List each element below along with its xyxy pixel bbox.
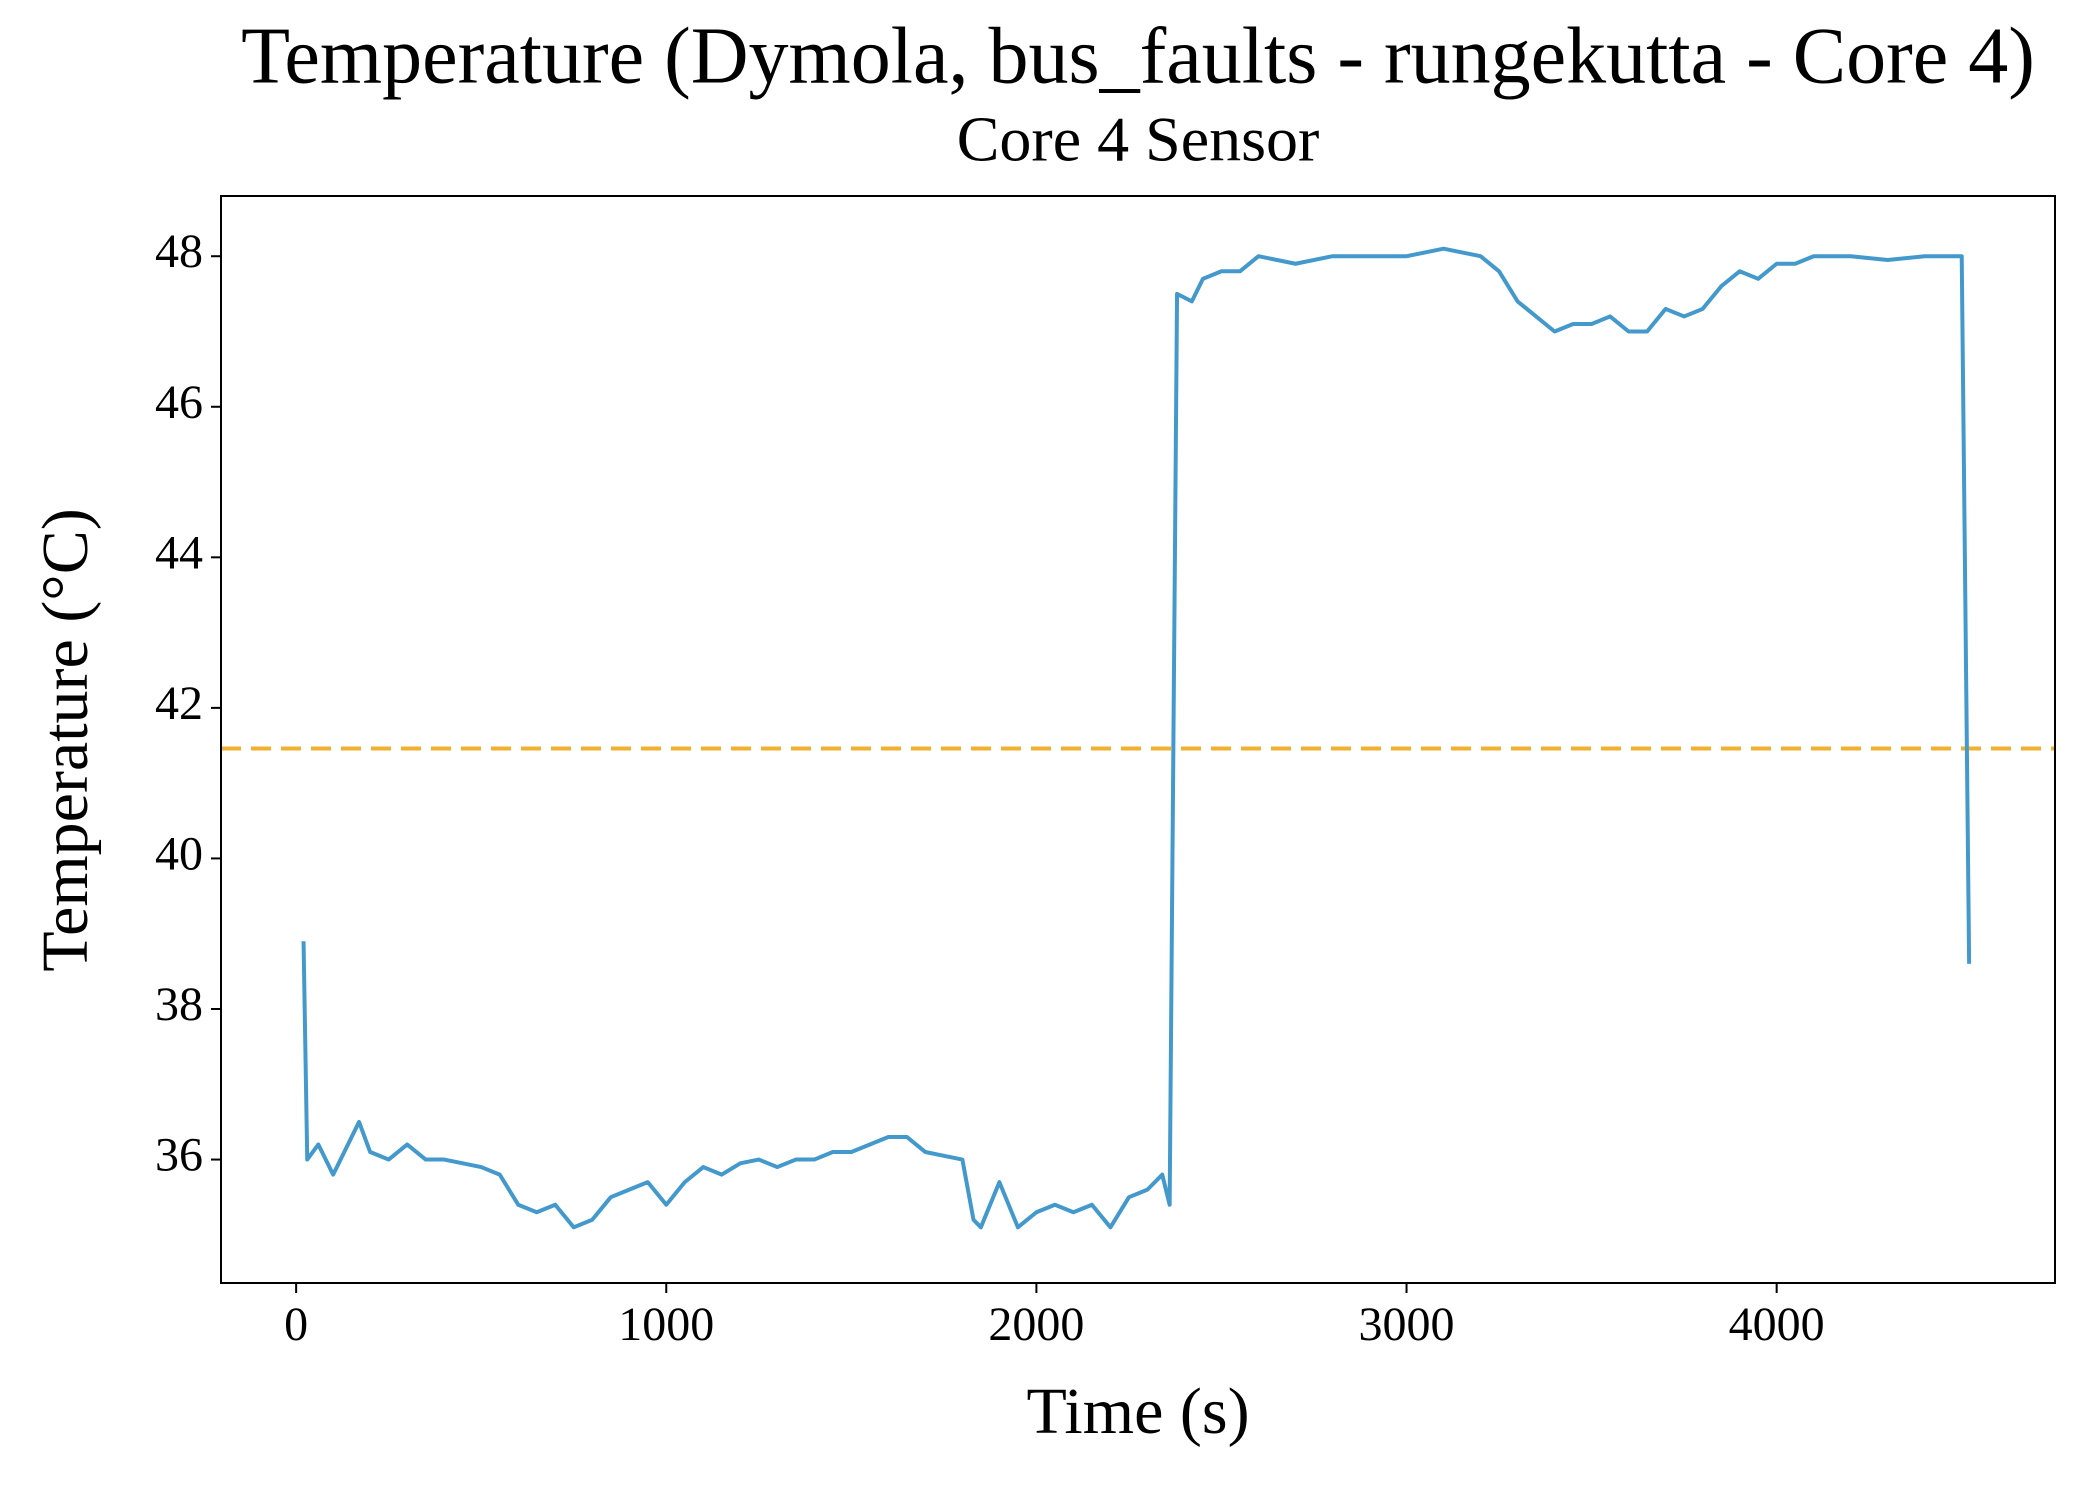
y-tick-label: 36 (155, 1129, 203, 1182)
y-tick-label: 42 (155, 677, 203, 730)
x-tick-label: 1000 (618, 1298, 714, 1351)
data-line (301, 246, 1972, 1230)
y-tick-label: 46 (155, 376, 203, 429)
y-tick-label: 48 (155, 225, 203, 278)
y-tick-label: 44 (155, 526, 203, 579)
x-axis-label: Time (s) (1026, 1375, 1249, 1448)
x-tick-label: 4000 (1729, 1298, 1825, 1351)
y-tick-label: 38 (155, 978, 203, 1031)
x-tick-label: 3000 (1359, 1298, 1455, 1351)
y-axis-label: Temperature (°C) (29, 508, 102, 971)
plot-frame (220, 195, 2056, 1284)
x-tick-label: 2000 (988, 1298, 1084, 1351)
chart-title: Temperature (Dymola, bus_faults - rungek… (241, 12, 2035, 100)
chart-subtitle: Core 4 Sensor (957, 104, 1320, 175)
x-tick-label: 0 (284, 1298, 308, 1351)
y-tick-label: 40 (155, 827, 203, 880)
